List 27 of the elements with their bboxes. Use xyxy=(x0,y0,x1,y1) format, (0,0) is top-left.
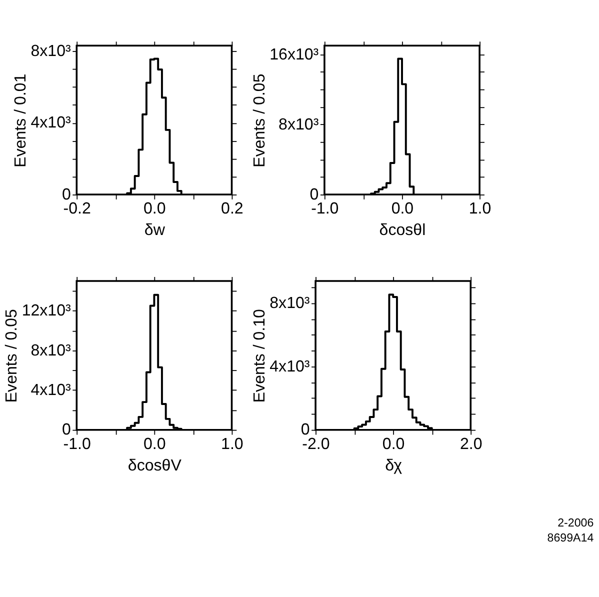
y-axis-title: Events / 0.01 xyxy=(11,74,30,168)
y-axis-title: Events / 0.05 xyxy=(2,308,20,403)
y-tick-label: 12x10³ xyxy=(22,302,72,320)
x-axis-title: δcosθl xyxy=(379,221,426,240)
x-axis-title: δw xyxy=(144,221,166,240)
x-tick-label: 1.0 xyxy=(468,200,492,218)
y-axis-title: Events / 0.10 xyxy=(250,308,268,403)
y-tick-label: 8x10³ xyxy=(270,294,310,312)
x-tick-label: 1.0 xyxy=(221,435,244,453)
x-tick-label: 0.0 xyxy=(382,435,405,453)
x-axis-title: δχ xyxy=(385,456,403,474)
y-tick-label: 4x10³ xyxy=(30,381,72,400)
text: 2-2006 xyxy=(558,518,594,530)
y-axis-title: Events / 0.05 xyxy=(250,74,268,168)
y-tick-label: 8x10³ xyxy=(30,42,72,60)
x-tick-label: 0.0 xyxy=(391,200,414,218)
y-tick-label: 16x10³ xyxy=(270,45,320,64)
x-tick-label: 0.0 xyxy=(144,435,166,453)
x-tick-label: 2.0 xyxy=(460,435,482,453)
y-tick-label: 4x10³ xyxy=(30,114,72,132)
y-tick-label: 4x10³ xyxy=(270,357,310,376)
x-axis-title: δcosθV xyxy=(128,456,182,474)
x-tick-label: 0.0 xyxy=(144,200,166,218)
x-tick-label: 0.2 xyxy=(221,200,244,218)
text: 8699A14 xyxy=(547,532,594,545)
y-tick-label: 8x10³ xyxy=(278,115,320,134)
y-tick-label: 8x10³ xyxy=(30,341,72,360)
